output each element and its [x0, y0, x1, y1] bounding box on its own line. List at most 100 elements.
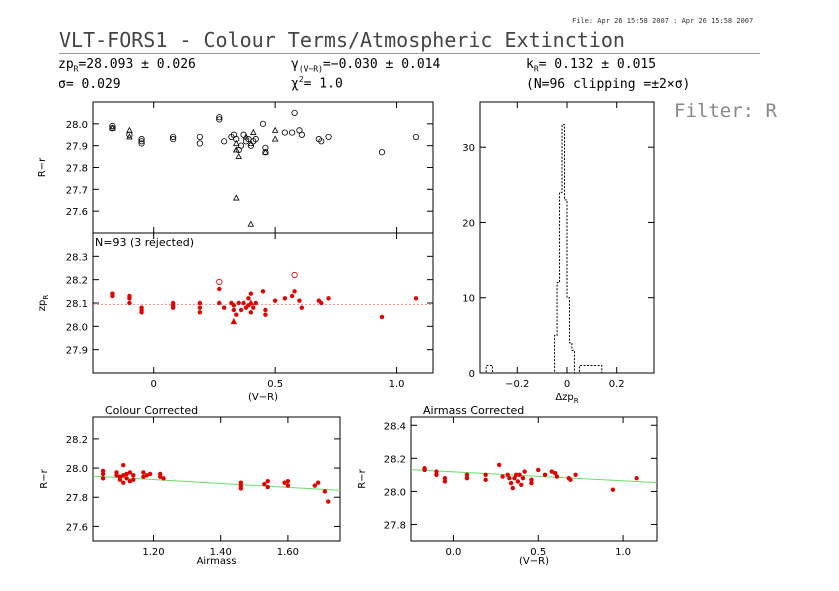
raw-point — [196, 133, 203, 141]
colour-panel-frame — [410, 416, 658, 542]
zp-ytick-label: 28.2 — [66, 276, 88, 287]
page-title: VLT-FORS1 - Colour Terms/Atmospheric Ext… — [59, 28, 625, 52]
hist-xtick-label: −0.2 — [505, 379, 529, 390]
airmass-point — [282, 480, 287, 485]
raw-point — [259, 120, 267, 127]
gamma-readout: γ(V−R)=−0.030 ± 0.014 — [291, 57, 440, 74]
colour-point — [512, 475, 517, 481]
colour-point — [519, 482, 524, 487]
zp-point — [379, 314, 385, 320]
zp-point — [299, 305, 305, 310]
colour-ytick-label: 27.8 — [384, 520, 406, 531]
zp-xlabel: (V−R) — [248, 392, 278, 403]
colour-point — [505, 472, 510, 478]
airmass-point — [158, 474, 163, 480]
zp-point — [248, 310, 254, 315]
k-subscript: R — [533, 64, 539, 74]
colour-title: Airmass Corrected — [423, 404, 524, 417]
airmass-ylabel: R−r — [39, 468, 50, 488]
colour-point — [434, 472, 439, 478]
raw-triangle — [109, 124, 116, 131]
colour-fit-line — [410, 469, 658, 484]
clipping-readout: (N=96 clipping =±2×σ) — [526, 77, 691, 92]
zp-point — [238, 307, 244, 313]
airmass-point — [285, 483, 291, 488]
colour-point — [507, 475, 512, 481]
zp-point — [197, 300, 203, 306]
chi2-value: = 1.0 — [303, 76, 343, 92]
zp-point — [292, 289, 297, 294]
colour-point — [508, 480, 514, 486]
colour-point — [529, 480, 534, 486]
zp-symbol: zp — [58, 57, 74, 72]
colour-xtick-label: 1.0 — [615, 547, 631, 558]
airmass-point — [124, 471, 129, 477]
zp-point — [197, 305, 203, 310]
airmass-title: Colour Corrected — [105, 404, 198, 417]
zp-point — [297, 298, 302, 303]
colour-point — [522, 469, 527, 474]
raw-point — [216, 116, 223, 123]
zp-point — [170, 305, 176, 310]
zp-xtick-label: 0.5 — [267, 379, 283, 390]
colour-point — [542, 472, 548, 478]
gamma-subscript: (V−R) — [298, 64, 323, 74]
hist-bar — [560, 192, 562, 373]
airmass-point — [127, 470, 133, 475]
hist-bar — [579, 365, 595, 373]
raw-triangle — [262, 148, 269, 155]
zp-point — [326, 296, 331, 301]
airmass-point — [262, 481, 267, 487]
raw-point — [262, 144, 269, 151]
airmass-point — [238, 480, 244, 485]
zp-rejected-point — [291, 271, 298, 279]
airmass-xtick-label: 1.40 — [210, 547, 232, 558]
zp-ytick-label: 28.3 — [66, 252, 88, 263]
zp-point — [231, 303, 237, 308]
raw-triangle — [271, 126, 279, 133]
zp-point — [231, 307, 237, 313]
airmass-point — [147, 471, 153, 477]
chi2-readout: χ2= 1.0 — [291, 75, 343, 91]
raw-point — [298, 131, 305, 138]
zp-point — [217, 300, 222, 306]
title-underline — [59, 53, 760, 54]
hist-xlabel: ΔzpR — [555, 392, 578, 405]
airmass-point — [238, 486, 244, 491]
colour-ylabel: R−r — [357, 468, 368, 488]
zp-point — [197, 310, 203, 315]
colour-point — [536, 467, 541, 473]
zp-point — [253, 300, 258, 306]
airmass-point — [121, 480, 126, 485]
raw-ylabel: R−r — [37, 157, 48, 177]
airmass-point — [124, 476, 129, 481]
raw-ytick-label: 27.7 — [66, 185, 88, 196]
zp-ytick-label: 28.1 — [66, 299, 88, 310]
zp-point — [110, 291, 115, 296]
gamma-symbol: γ — [291, 57, 299, 72]
raw-triangle — [250, 128, 257, 135]
colour-point — [464, 472, 470, 478]
raw-point — [221, 138, 228, 145]
airmass-point — [100, 476, 106, 481]
raw-triangle — [233, 139, 240, 146]
airmass-point — [326, 499, 331, 504]
filter-label: Filter: R — [674, 100, 777, 122]
zp-panel-frame — [92, 232, 434, 374]
sigma-readout: σ= 0.029 — [58, 77, 121, 92]
colour-point — [573, 472, 578, 478]
raw-triangle — [126, 126, 133, 133]
raw-point — [378, 149, 386, 156]
zp-xtick-label: 0 — [151, 379, 157, 390]
zp-point — [236, 300, 241, 306]
k-value: = 0.132 ± 0.015 — [538, 57, 657, 72]
hist-ytick-label: 10 — [462, 294, 475, 305]
raw-ytick-label: 27.9 — [66, 142, 88, 153]
zp-point — [241, 300, 246, 306]
colour-point — [442, 475, 448, 481]
zp-point — [127, 296, 132, 301]
airmass-point — [315, 480, 321, 485]
raw-point — [170, 133, 177, 141]
zp-point — [263, 312, 268, 317]
colour-point — [510, 485, 515, 491]
